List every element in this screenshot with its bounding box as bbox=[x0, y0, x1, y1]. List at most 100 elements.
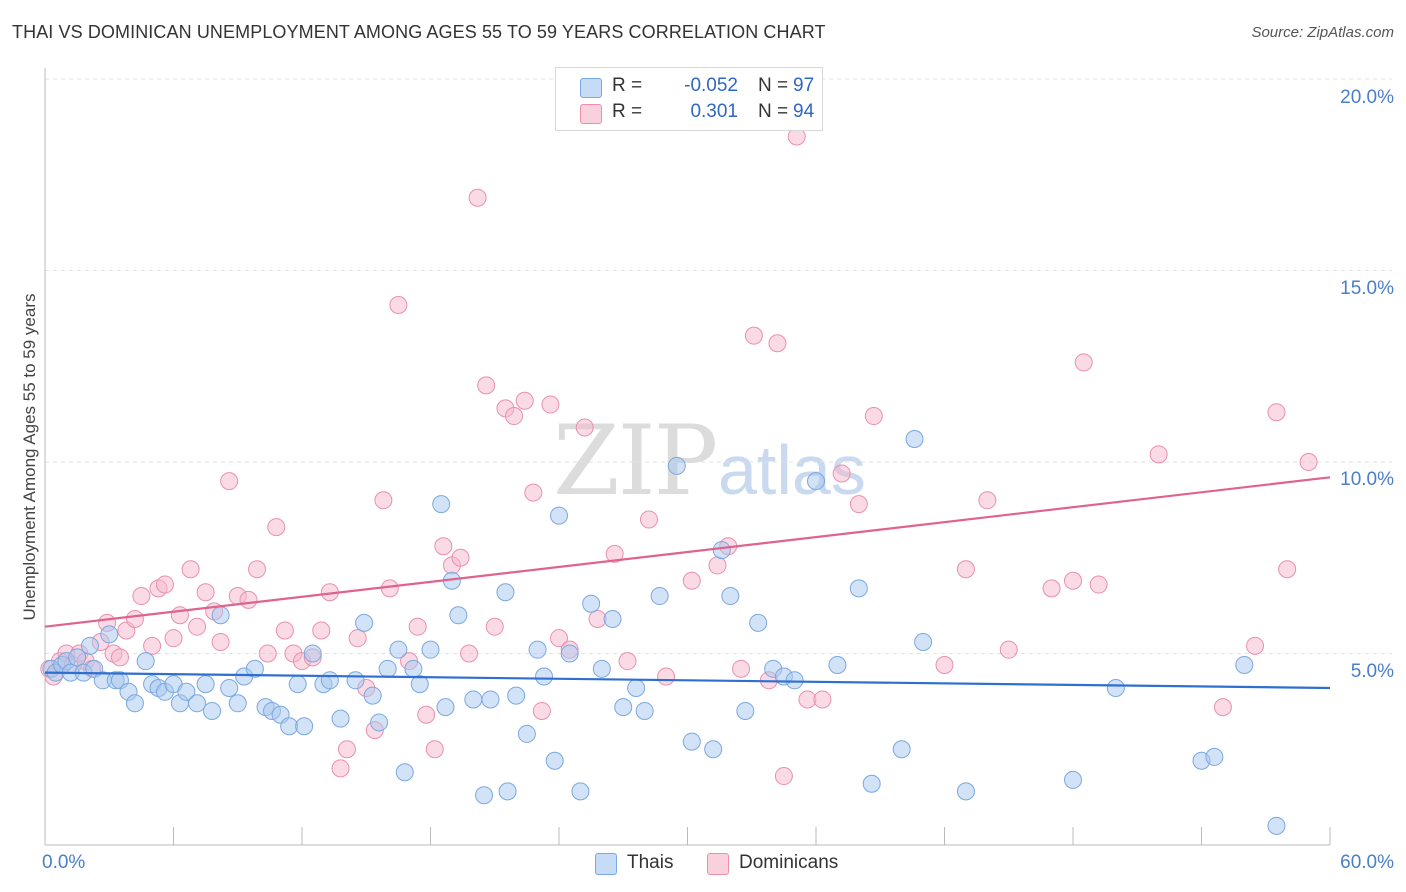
thais-point bbox=[627, 678, 646, 697]
thais-point bbox=[828, 655, 847, 674]
thais-point bbox=[736, 701, 755, 720]
dominicans-point bbox=[1042, 579, 1061, 598]
dominicans-point bbox=[813, 690, 832, 709]
dominicans-point bbox=[524, 483, 543, 502]
thais-point bbox=[288, 675, 307, 694]
thais-point bbox=[370, 713, 389, 732]
thais-point bbox=[592, 659, 611, 678]
thais-point bbox=[410, 675, 429, 694]
thais-point bbox=[498, 782, 517, 801]
thais-point bbox=[914, 633, 933, 652]
thais-point bbox=[785, 671, 804, 690]
dominicans-point bbox=[188, 617, 207, 636]
thais-point bbox=[849, 579, 868, 598]
legend-label-dominicans: Dominicans bbox=[739, 852, 839, 873]
thais-point bbox=[378, 659, 397, 678]
dominicans-point bbox=[164, 629, 183, 648]
legend-r-value: 0.301 bbox=[690, 101, 738, 122]
thais-point bbox=[389, 640, 408, 659]
thais-point bbox=[220, 678, 239, 697]
thais-point bbox=[421, 640, 440, 659]
dominicans-trend-line bbox=[44, 476, 1331, 628]
dominicans-point bbox=[832, 464, 851, 483]
dominicans-point bbox=[849, 495, 868, 514]
series-legend: Thais Dominicans bbox=[0, 851, 1406, 879]
dominicans-point bbox=[732, 659, 751, 678]
thais-point bbox=[196, 675, 215, 694]
thais-point bbox=[320, 671, 339, 690]
thais-point bbox=[635, 701, 654, 720]
y-tick-label-10: 10.0% bbox=[1340, 469, 1394, 490]
thais-point bbox=[1064, 770, 1082, 789]
x-tick-label-max: 60.0% bbox=[1340, 852, 1394, 873]
thais-point bbox=[496, 583, 515, 602]
thais-point bbox=[545, 751, 564, 770]
dominicans-point bbox=[1246, 636, 1265, 655]
dominicans-point bbox=[768, 334, 787, 353]
dominicans-point bbox=[196, 583, 215, 602]
thais-point bbox=[704, 740, 723, 759]
thais-point bbox=[404, 659, 423, 678]
dominicans-point bbox=[532, 701, 551, 720]
thais-trend-line bbox=[44, 671, 1331, 690]
thais-point bbox=[363, 686, 382, 705]
dominicans-point bbox=[468, 188, 487, 207]
legend-n-value: 94 bbox=[793, 101, 815, 122]
dominicans-point bbox=[408, 617, 427, 636]
dominicans-point bbox=[275, 621, 294, 640]
y-tick-label-20: 20.0% bbox=[1340, 87, 1394, 108]
legend-n-label: N = bbox=[758, 75, 789, 96]
dominicans-point bbox=[267, 518, 286, 537]
y-tick-label-15: 15.0% bbox=[1340, 278, 1394, 299]
dominicans-point bbox=[1089, 575, 1108, 594]
dominicans-point bbox=[1149, 445, 1168, 464]
x-tick-label-min: 0.0% bbox=[42, 852, 86, 873]
dominicans-point bbox=[425, 740, 444, 759]
thais-point bbox=[464, 690, 483, 709]
thais-point bbox=[203, 701, 222, 720]
thais-point bbox=[535, 667, 554, 686]
legend-swatch-thais bbox=[595, 853, 617, 875]
thais-point bbox=[228, 694, 247, 713]
dominicans-point bbox=[155, 575, 174, 594]
y-tick-label-5: 5.0% bbox=[1350, 661, 1394, 682]
thais-point bbox=[80, 636, 99, 655]
dominicans-point bbox=[125, 610, 144, 629]
dominicans-point bbox=[774, 767, 793, 786]
thais-point bbox=[1205, 747, 1224, 766]
thais-point bbox=[721, 587, 740, 606]
thais-point bbox=[603, 610, 622, 629]
thais-point bbox=[245, 659, 264, 678]
thais-point bbox=[331, 709, 350, 728]
dominicans-point bbox=[239, 590, 258, 609]
dominicans-point bbox=[374, 491, 393, 510]
axes bbox=[44, 68, 1331, 846]
legend-r-label: R = bbox=[612, 101, 643, 122]
dominicans-point bbox=[331, 759, 350, 778]
dominicans-point bbox=[505, 407, 524, 426]
legend-r-value: -0.052 bbox=[684, 75, 738, 96]
dominicans-point bbox=[248, 560, 267, 579]
dominicans-point bbox=[999, 640, 1018, 659]
dominicans-point bbox=[657, 667, 676, 686]
dominicans-point bbox=[485, 617, 504, 636]
thais-point bbox=[475, 786, 494, 805]
thais-point bbox=[303, 644, 322, 663]
dominicans-point bbox=[798, 690, 817, 709]
thais-point bbox=[862, 774, 881, 793]
dominicans-point bbox=[337, 740, 356, 759]
dominicans-point bbox=[1074, 353, 1093, 372]
legend-label-thais: Thais bbox=[627, 852, 674, 873]
chart-source: Source: ZipAtlas.com bbox=[1251, 24, 1394, 41]
thais-point bbox=[956, 782, 975, 801]
thais-point bbox=[571, 782, 590, 801]
thais-point bbox=[892, 740, 911, 759]
y-axis-label: Unemployment Among Ages 55 to 59 years bbox=[20, 293, 39, 621]
thais-point bbox=[614, 698, 633, 717]
dominicans-point bbox=[1299, 453, 1318, 471]
thais-point bbox=[346, 671, 365, 690]
dominicans-point bbox=[389, 295, 408, 314]
dominicans-point bbox=[744, 326, 763, 345]
thais-point bbox=[68, 648, 87, 667]
